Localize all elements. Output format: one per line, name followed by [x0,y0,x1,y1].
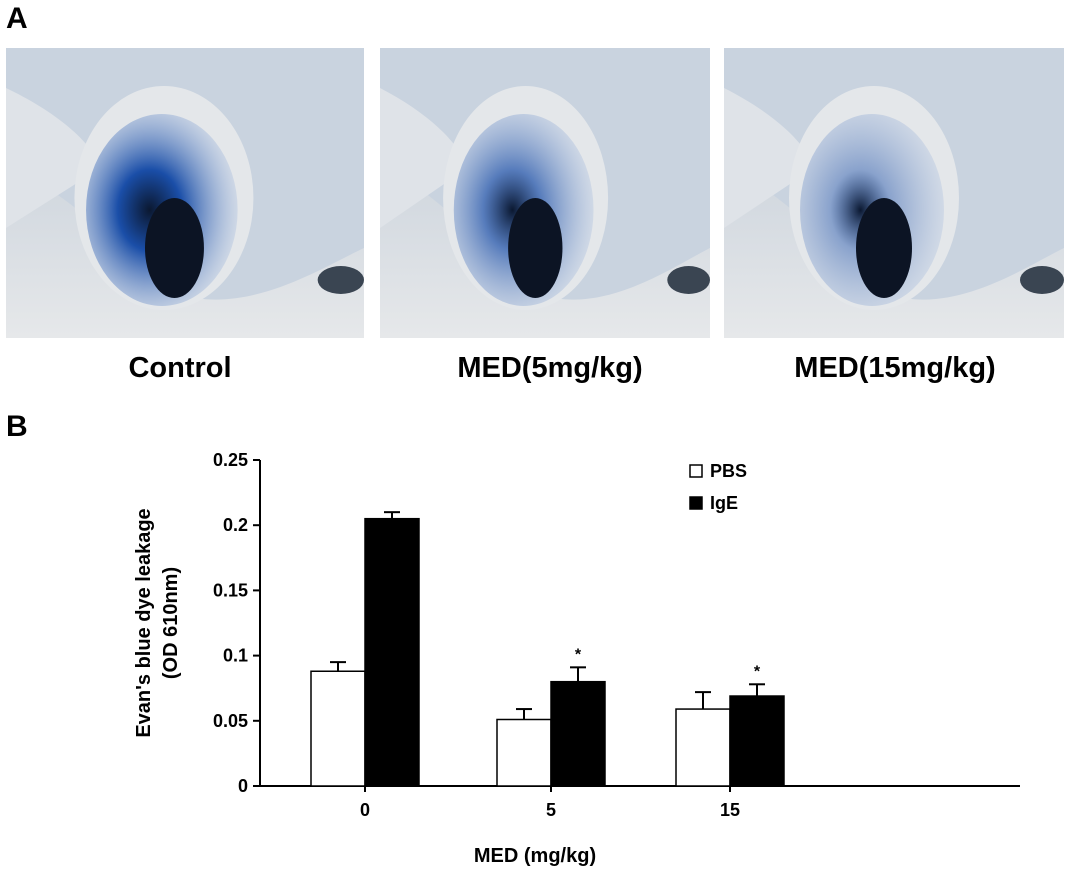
panel-b-label: B [6,410,28,443]
fur-shape [380,168,710,338]
ear-illustration [724,48,1064,338]
x-tick-label: 15 [720,800,740,820]
bar-ige [550,680,606,787]
y-tick-label: 0.1 [223,646,248,666]
fur-shape [724,168,1064,338]
fur-shape [6,88,101,228]
bar-chart: 0 0.05 0.1 0.15 0.2 0.25 0 5 * 15 * MED (mg/kg) Evan… [133,450,1020,867]
y-tick-label: 0.2 [223,515,248,535]
fur-shape [724,88,814,228]
significance-marker: * [575,646,582,663]
bar-pbs [675,708,731,787]
y-axis-label: Evan's blue dye leakage [133,508,155,737]
panel-a-label: A [6,2,28,35]
ear-illustration [6,48,364,338]
y-axis-label: (OD 610nm) [160,567,182,679]
x-tick-label: 0 [360,800,370,820]
y-tick-label: 0.25 [213,450,248,470]
eye-shape [667,266,710,294]
legend-swatch-pbs [689,464,703,478]
ear-illustration [380,48,710,338]
y-tick-label: 0.15 [213,580,248,600]
legend-label-pbs: PBS [710,461,747,481]
legend-swatch-ige [689,496,703,510]
significance-marker: * [754,663,761,680]
legend-label-ige: IgE [710,493,738,513]
ear-photo-med-5 [380,48,710,338]
bar-pbs [496,718,552,787]
bar-ige [729,695,785,787]
bar-pbs [310,670,366,787]
bar-ige [364,517,420,787]
fur-shape [6,168,364,338]
ear-canal [144,198,204,298]
caption-med-15: MED(15mg/kg) [794,352,996,384]
eye-shape [317,266,364,294]
x-tick-label: 5 [546,800,556,820]
y-tick-label: 0 [238,776,248,796]
caption-control: Control [128,352,232,384]
y-tick-label: 0.05 [213,711,248,731]
eye-shape [1020,266,1064,294]
ear-canal [856,198,912,298]
ear-canal [508,198,563,298]
fur-shape [380,88,468,228]
ear-photo-med-15 [724,48,1064,338]
ear-photo-control [6,48,364,338]
x-axis-label: MED (mg/kg) [474,845,596,867]
caption-med-5: MED(5mg/kg) [457,352,643,384]
